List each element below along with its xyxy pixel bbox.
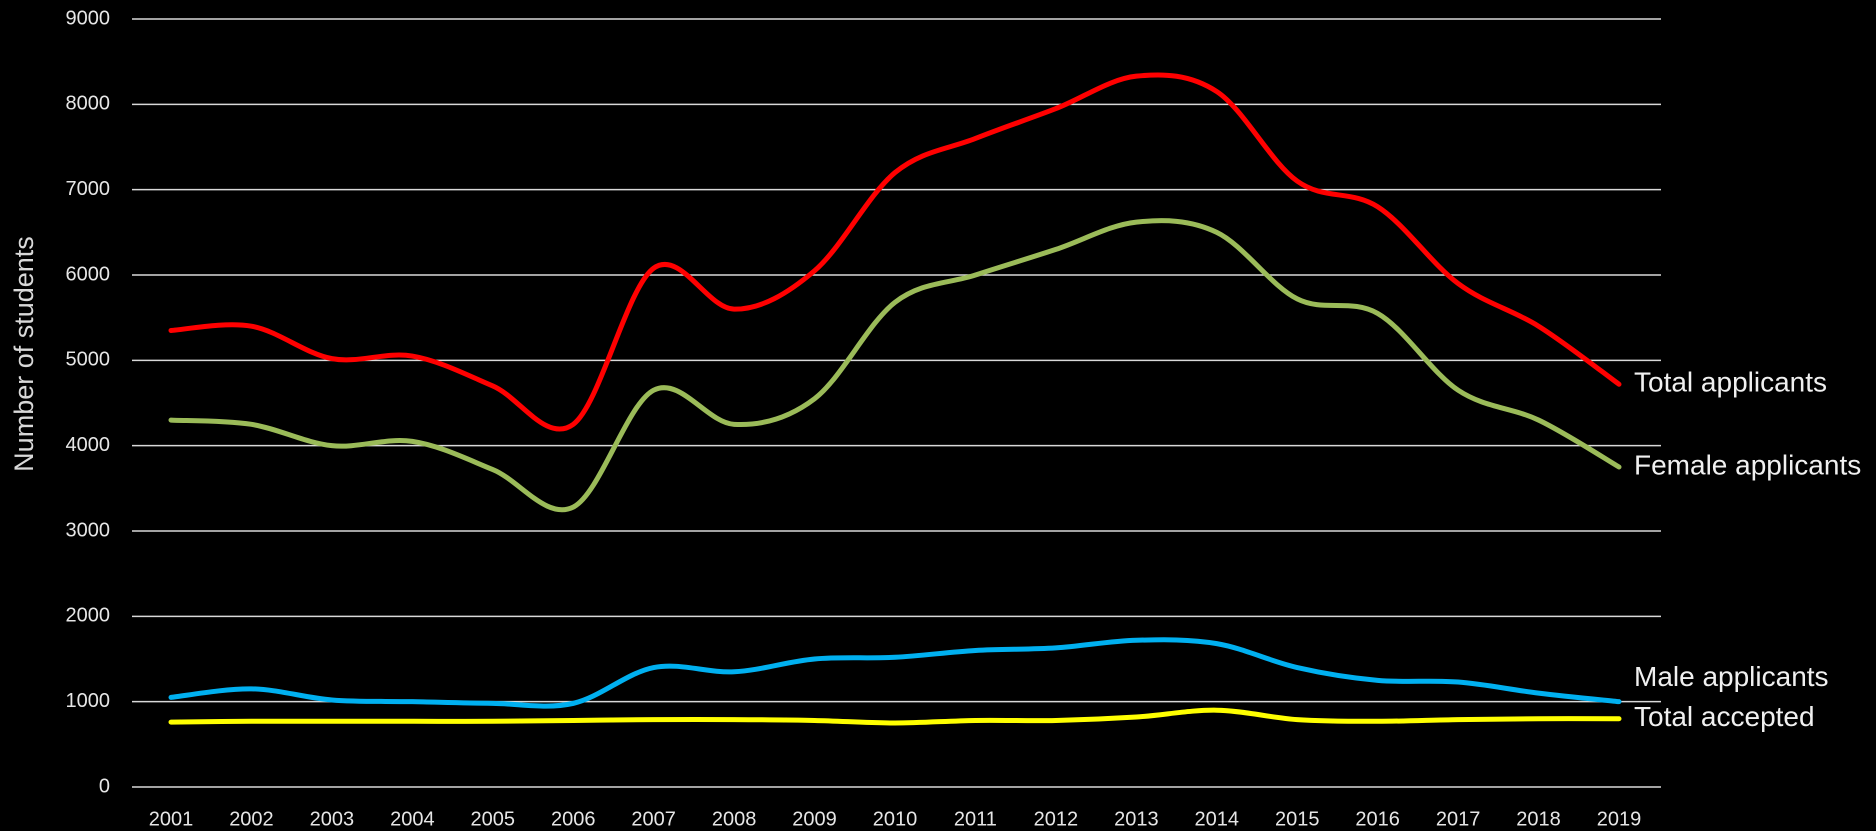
series-label: Total applicants (1634, 367, 1827, 398)
series-line (168, 637, 1622, 709)
x-tick-label: 2007 (631, 808, 676, 830)
x-tick-label: 2019 (1597, 808, 1642, 830)
y-tick-label: 6000 (66, 263, 111, 285)
series-label: Total accepted (1634, 701, 1815, 732)
x-tick-label: 2018 (1516, 808, 1561, 830)
y-tick-label: 3000 (66, 519, 111, 541)
series-label: Female applicants (1634, 449, 1861, 480)
series-label: Male applicants (1634, 661, 1829, 692)
y-tick-label: 5000 (66, 349, 111, 371)
x-tick-label: 2011 (954, 808, 997, 830)
x-tick-label: 2010 (873, 808, 918, 830)
x-tick-label: 2005 (471, 808, 516, 830)
x-tick-label: 2015 (1275, 808, 1320, 830)
y-tick-label: 4000 (66, 434, 111, 456)
y-tick-label: 8000 (66, 93, 111, 115)
x-tick-label: 2009 (792, 808, 837, 830)
x-tick-label: 2017 (1436, 808, 1481, 830)
y-tick-label: 2000 (66, 605, 111, 627)
x-tick-label: 2012 (1034, 808, 1079, 830)
x-tick-label: 2002 (229, 808, 274, 830)
series-line (168, 707, 1622, 726)
y-tick-label: 9000 (66, 7, 111, 29)
x-tick-label: 2006 (551, 808, 596, 830)
y-axis-title: Number of students (9, 236, 39, 472)
series-line (168, 72, 1622, 432)
x-tick-label: 2003 (310, 808, 355, 830)
y-tick-label: 1000 (66, 690, 111, 712)
y-tick-label: 0 (99, 775, 110, 797)
series-line (168, 218, 1622, 513)
y-tick-label: 7000 (66, 178, 111, 200)
x-tick-label: 2016 (1355, 808, 1400, 830)
x-tick-label: 2013 (1114, 808, 1159, 830)
x-tick-label: 2001 (149, 808, 194, 830)
x-tick-label: 2014 (1195, 808, 1240, 830)
x-tick-label: 2008 (712, 808, 757, 830)
x-tick-label: 2004 (390, 808, 435, 830)
